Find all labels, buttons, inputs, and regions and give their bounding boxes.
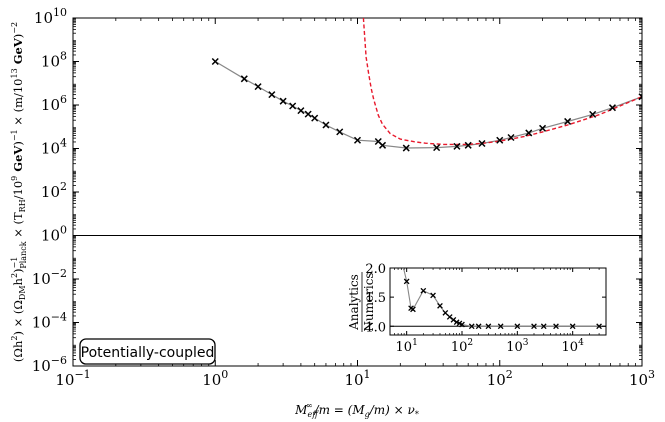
- inset-x-tick-label: 102: [451, 338, 473, 355]
- y-tick-label: 10−4: [32, 311, 67, 332]
- numerics-marker: [379, 141, 387, 149]
- inset-marker: [459, 321, 465, 328]
- inset-marker: [531, 323, 537, 330]
- numerics-marker: [311, 114, 319, 122]
- inset-y-tick-label: 2.0: [365, 262, 386, 277]
- annotation-box: Potentially-coupled: [79, 338, 216, 365]
- inset-marker: [553, 323, 559, 330]
- numerics-marker: [433, 144, 441, 152]
- annotation-label: Potentially-coupled: [81, 345, 215, 361]
- inset-marker: [403, 278, 410, 285]
- y-tick-label: 10−2: [32, 267, 67, 288]
- numerics-marker: [525, 129, 533, 137]
- inset-marker: [430, 292, 436, 299]
- numerics-marker: [402, 144, 410, 152]
- numerics-marker: [336, 128, 344, 136]
- inset-marker: [540, 323, 547, 330]
- inset-marker: [475, 323, 482, 330]
- x-tick-label: 102: [487, 368, 513, 389]
- inset-marker: [485, 323, 492, 330]
- y-tick-label: 1010: [34, 6, 67, 27]
- inset-plot-area: [389, 267, 607, 336]
- inset-ylabel-analytics: Analytics: [347, 274, 361, 331]
- inset-marker: [596, 323, 602, 330]
- inset-x-tick-label: 101: [396, 338, 418, 355]
- numerics-marker: [304, 110, 312, 118]
- inset-ylabel-numerics: Numerics: [362, 272, 376, 331]
- numerics-marker: [507, 133, 515, 142]
- y-tick-label: 104: [41, 137, 67, 158]
- inset-marker: [514, 323, 521, 330]
- y-tick-label: 10−6: [32, 354, 67, 375]
- inset-y-tick-label: 1.0: [365, 320, 386, 335]
- y-tick-label: 108: [41, 50, 67, 71]
- x-tick-label: 103: [629, 368, 655, 389]
- x-axis-label: Meff∞/m = (Mg/m) × ν*: [294, 401, 419, 419]
- inset-x-tick-label: 103: [506, 338, 529, 355]
- inset-marker: [468, 323, 475, 330]
- inset-marker: [437, 303, 443, 309]
- x-tick-label: 101: [344, 368, 370, 389]
- x-tick-label: 10−1: [55, 368, 90, 389]
- inset-marker: [442, 310, 449, 316]
- numerics-marker: [608, 104, 616, 112]
- inset-y-label: Analytics Numerics: [347, 272, 376, 332]
- numerics-marker: [297, 107, 305, 115]
- analytics-dashed-line: [362, 18, 642, 146]
- numerics-marker: [289, 102, 297, 110]
- svg-text:(Ωh2) × (ΩDMh2)−1Planck × (TRH: (Ωh2) × (ΩDMh2)−1Planck × (TRH/109 GeV)−…: [10, 22, 28, 362]
- x-tick-label: 100: [202, 368, 228, 389]
- inset-x-tick-label: 104: [562, 338, 585, 355]
- numerics-marker: [254, 83, 262, 91]
- numerics-marker: [453, 142, 461, 150]
- y-tick-label: 100: [41, 224, 67, 245]
- numerics-marker: [240, 75, 248, 83]
- y-tick-label: 106: [41, 93, 67, 114]
- inset-marker: [497, 323, 504, 330]
- numerics-marker: [589, 110, 597, 118]
- y-axis-label: (Ωh2) × (ΩDMh2)−1Planck × (TRH/109 GeV)−…: [10, 22, 28, 362]
- inset-marker: [420, 287, 427, 294]
- numerics-marker: [211, 57, 219, 66]
- numerics-marker: [539, 124, 547, 132]
- numerics-marker: [478, 139, 486, 148]
- numerics-marker: [353, 136, 362, 144]
- inset-marker: [410, 306, 416, 313]
- numerics-marker: [279, 97, 287, 105]
- numerics-marker: [268, 91, 276, 99]
- numerics-marker: [464, 141, 472, 149]
- y-tick-label: 102: [41, 180, 67, 201]
- numerics-marker: [564, 117, 572, 125]
- numerics-marker: [496, 136, 504, 144]
- inset-marker: [569, 323, 576, 330]
- inset-y-tick-label: 1.5: [365, 291, 386, 306]
- numerics-marker: [322, 121, 330, 129]
